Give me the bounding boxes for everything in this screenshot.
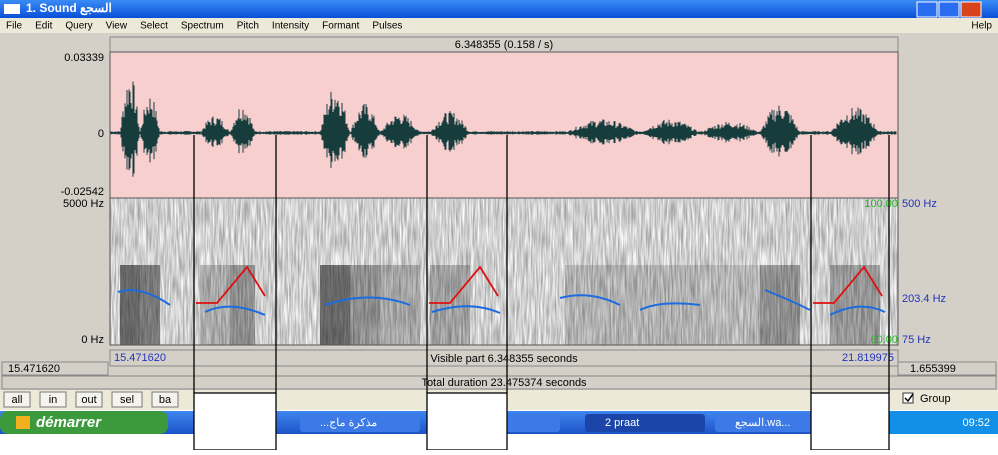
bracket	[810, 135, 890, 393]
pitch-mid: 203.4 Hz	[902, 293, 946, 305]
button[interactable]	[151, 391, 179, 408]
visible-end: 21.819975	[842, 352, 894, 364]
red-contour	[813, 265, 883, 304]
before-box[interactable]	[1, 361, 109, 376]
time-start: 15.471620	[8, 363, 60, 375]
bracket	[193, 135, 277, 393]
maximize[interactable]	[938, 1, 960, 18]
window-icon	[4, 4, 20, 14]
clock: 09:52	[962, 417, 990, 429]
spec-top: 5000 Hz	[63, 198, 104, 210]
button-label[interactable]: all	[11, 394, 22, 406]
start-logo	[16, 416, 30, 429]
minimize[interactable]	[916, 1, 938, 18]
energy	[640, 265, 700, 345]
button-label[interactable]: ba	[159, 394, 172, 406]
button[interactable]	[3, 391, 31, 408]
after-box[interactable]	[897, 361, 997, 376]
task-label[interactable]: 2 praat	[605, 417, 639, 429]
energy	[140, 265, 160, 345]
window-title: 1. Sound السجع	[26, 1, 112, 16]
menu-item[interactable]: Select	[140, 21, 168, 32]
energy	[380, 265, 420, 345]
visible-start: 15.471620	[114, 352, 166, 364]
title-bar	[0, 0, 998, 18]
menu-item[interactable]: Help	[971, 21, 992, 32]
button-label[interactable]: in	[49, 394, 58, 406]
pitch-top: 500 Hz	[902, 198, 937, 210]
spectrogram-frame	[109, 197, 899, 346]
energy	[320, 265, 350, 345]
energy	[230, 265, 255, 345]
annotation	[193, 135, 890, 451]
total-duration: Total duration 23.475374 seconds	[421, 377, 587, 389]
button-label[interactable]: out	[81, 394, 96, 406]
energy	[200, 265, 230, 345]
close[interactable]	[960, 1, 982, 18]
task-label[interactable]: السجع.wa...	[735, 417, 790, 429]
intensity-bottom: 60.00	[870, 334, 898, 346]
menu-item[interactable]: Formant	[322, 21, 359, 32]
pitch-contour	[117, 289, 886, 316]
spectrogram-energy	[120, 265, 880, 345]
task-button[interactable]	[585, 414, 705, 432]
menu-item[interactable]: File	[6, 21, 23, 32]
bracket	[426, 135, 508, 393]
energy	[430, 265, 470, 345]
menu-item[interactable]: Intensity	[272, 21, 309, 32]
box	[193, 392, 277, 451]
menu-item[interactable]: Pulses	[372, 21, 402, 32]
energy	[120, 265, 140, 345]
pitch-bottom: 75 Hz	[902, 334, 931, 346]
menu-item[interactable]: View	[106, 21, 128, 32]
header: 6.348355 (0.158 / s)	[455, 39, 553, 51]
menu-item[interactable]: Spectrum	[181, 21, 224, 32]
wave-zero: 0	[98, 128, 104, 140]
spec-bottom: 0 Hz	[81, 334, 104, 346]
button-label[interactable]: sel	[120, 394, 134, 406]
energy	[350, 265, 380, 345]
menu-item[interactable]: Query	[65, 21, 92, 32]
energy	[565, 265, 640, 345]
menu-item[interactable]: Pitch	[237, 21, 259, 32]
group-label: Group	[920, 393, 951, 405]
start-button[interactable]	[0, 411, 168, 434]
spectrogram	[110, 198, 898, 345]
menu-item[interactable]: Edit	[35, 21, 52, 32]
button[interactable]	[39, 391, 67, 408]
menu-bar	[0, 18, 998, 33]
check	[904, 393, 914, 403]
energy	[700, 265, 760, 345]
red-contour	[429, 265, 499, 304]
wave-min: -0.02542	[61, 186, 104, 198]
box	[426, 392, 508, 451]
button[interactable]	[111, 391, 143, 408]
group-checkbox[interactable]	[902, 392, 914, 404]
tray	[890, 411, 998, 434]
energy	[760, 265, 800, 345]
task-label[interactable]: ...مذكرة ماج	[320, 417, 377, 429]
intensity-top: 100.00	[864, 198, 898, 210]
wave-max: 0.03339	[64, 52, 104, 64]
visible-bar[interactable]	[109, 349, 899, 367]
red-contour	[196, 265, 266, 304]
visible-part: Visible part 6.348355 seconds	[430, 353, 578, 365]
start-label: démarrer	[36, 414, 102, 431]
time-after: 1.655399	[910, 363, 956, 375]
button[interactable]	[75, 391, 103, 408]
task-button[interactable]	[300, 414, 420, 432]
task-button[interactable]	[715, 414, 835, 432]
waveform	[110, 81, 897, 177]
total-bar[interactable]	[1, 375, 997, 390]
box	[810, 392, 890, 451]
